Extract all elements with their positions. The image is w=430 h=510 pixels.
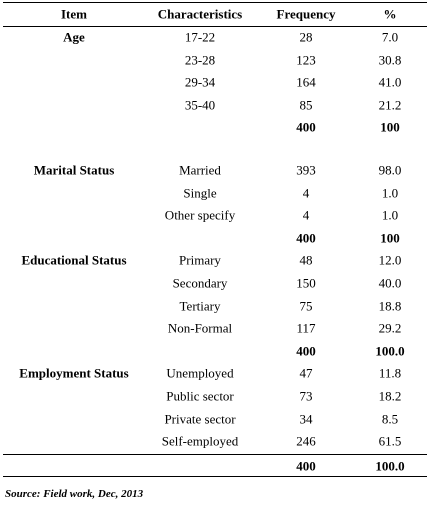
percent: 7.0 <box>381 29 399 45</box>
frequency: 4 <box>302 185 310 201</box>
percent: 1.0 <box>381 185 399 201</box>
table-rule <box>3 2 427 3</box>
total-frequency: 400 <box>296 458 316 474</box>
frequency: 4 <box>302 207 310 223</box>
frequency: 73 <box>299 388 313 404</box>
characteristic: Other specify <box>164 207 236 223</box>
percent: 30.8 <box>378 52 402 68</box>
total-frequency: 400 <box>296 343 316 359</box>
percent: 18.8 <box>378 298 402 314</box>
percent: 18.2 <box>378 388 402 404</box>
percent: 8.5 <box>381 411 399 427</box>
column-header: % <box>383 6 397 22</box>
frequency: 164 <box>296 74 316 90</box>
percent: 61.5 <box>378 433 402 449</box>
column-header: Item <box>61 6 87 22</box>
characteristic: Private sector <box>164 411 236 427</box>
percent: 11.8 <box>378 365 402 381</box>
frequency: 48 <box>299 252 313 268</box>
characteristic: Unemployed <box>166 365 234 381</box>
frequency: 28 <box>299 29 313 45</box>
group-label: Educational Status <box>21 252 127 268</box>
percent: 98.0 <box>378 162 402 178</box>
characteristic: 35-40 <box>184 97 216 113</box>
characteristic: Primary <box>179 252 221 268</box>
frequency: 393 <box>296 162 316 178</box>
frequency: 47 <box>299 365 313 381</box>
percent: 1.0 <box>381 207 399 223</box>
total-percent: 100 <box>380 230 400 246</box>
frequency: 246 <box>296 433 316 449</box>
column-header: Frequency <box>276 6 336 22</box>
characteristic: Public sector <box>166 388 234 404</box>
characteristic: 23-28 <box>184 52 216 68</box>
percent: 40.0 <box>378 275 402 291</box>
total-frequency: 400 <box>296 119 316 135</box>
total-percent: 100.0 <box>375 343 405 359</box>
table-rule <box>3 453 427 455</box>
characteristic: Secondary <box>172 275 228 291</box>
characteristic: Married <box>179 162 221 178</box>
total-percent: 100.0 <box>375 458 405 474</box>
table-rule <box>3 475 427 477</box>
group-label: Age <box>63 29 85 45</box>
characteristic: 29-34 <box>184 74 216 90</box>
characteristic: Tertiary <box>179 298 221 314</box>
percent: 12.0 <box>378 252 402 268</box>
percent: 29.2 <box>378 320 402 336</box>
percent: 21.2 <box>378 97 402 113</box>
characteristic: Single <box>183 185 217 201</box>
source-note: Source: Field work, Dec, 2013 <box>5 488 144 500</box>
frequency: 117 <box>296 320 316 336</box>
characteristic: Self-employed <box>161 433 239 449</box>
frequency: 85 <box>299 97 313 113</box>
frequency: 123 <box>296 52 316 68</box>
column-header: Characteristics <box>157 6 243 22</box>
total-frequency: 400 <box>296 230 316 246</box>
frequency: 75 <box>299 298 313 314</box>
characteristic: Non-Formal <box>167 320 233 336</box>
frequency: 34 <box>299 411 313 427</box>
total-percent: 100 <box>380 119 400 135</box>
table-rule <box>3 26 427 27</box>
percent: 41.0 <box>378 74 402 90</box>
group-label: Marital Status <box>33 162 115 178</box>
frequency: 150 <box>296 275 316 291</box>
group-label: Employment Status <box>19 365 129 381</box>
characteristic: 17-22 <box>184 29 216 45</box>
